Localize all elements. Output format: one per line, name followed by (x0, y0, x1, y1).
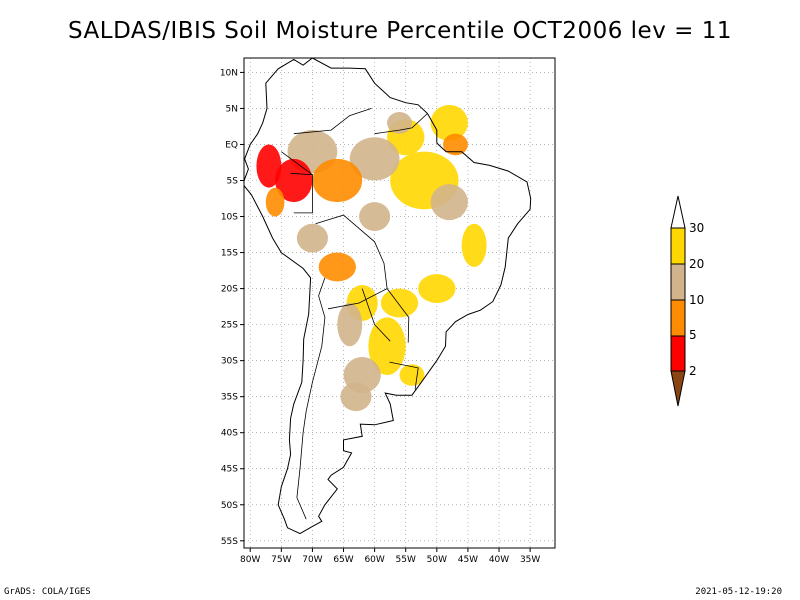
lat-tick-label: 30S (221, 357, 238, 367)
country-border (293, 108, 372, 135)
lon-tick-label: 45W (458, 555, 478, 565)
lon-tick-label: 70W (302, 555, 322, 565)
lat-tick-label: 20S (221, 285, 238, 295)
map-plot-area (244, 58, 555, 548)
colorbar: 2 5 10 20 30 (670, 195, 704, 407)
lon-tick-label: 60W (364, 555, 384, 565)
percentile-patch (265, 187, 285, 217)
colorbar-label: 30 (689, 221, 704, 235)
colorbar-segment (670, 263, 686, 301)
colorbar-label: 5 (689, 328, 697, 342)
percentile-patch (387, 112, 412, 134)
colorbar-bottom-triangle (670, 370, 686, 407)
lat-tick-label: 25S (221, 321, 238, 331)
lat-tick-label: 5S (227, 177, 239, 187)
percentile-patch (349, 137, 400, 181)
lat-tick-label: 50S (221, 501, 238, 511)
country-border (411, 113, 428, 129)
percentile-patch (380, 288, 419, 318)
colorbar-segment (670, 227, 686, 265)
lat-tick-label: 10S (221, 213, 238, 223)
country-border (315, 214, 388, 310)
percentile-patch (443, 133, 468, 156)
percentile-patch (256, 144, 282, 188)
country-border (296, 277, 326, 520)
lon-tick-label: 40W (489, 555, 509, 565)
grads-credit: GrADS: COLA/IGES (4, 587, 91, 597)
percentile-patch (430, 104, 468, 141)
country-border (281, 151, 313, 176)
map-title: SALDAS/IBIS Soil Moisture Percentile OCT… (68, 18, 732, 44)
lat-tick-label: 45S (221, 465, 238, 475)
percentile-patch (312, 158, 363, 203)
country-border (389, 361, 419, 390)
percentile-patch (275, 158, 313, 203)
lat-tick-label: 10N (220, 68, 238, 78)
colorbar-segment (670, 334, 686, 372)
lon-tick-label: 35W (520, 555, 540, 565)
lat-tick-label: 40S (221, 429, 238, 439)
colorbar-segment (670, 299, 686, 337)
south-america-coastline (244, 58, 532, 535)
percentile-patch (430, 184, 468, 221)
country-border (361, 288, 391, 342)
lat-tick-label: EQ (225, 140, 238, 150)
colorbar-label: 10 (689, 293, 704, 307)
lon-tick-label: 55W (396, 555, 416, 565)
percentile-patch (368, 317, 406, 376)
percentile-patch (461, 223, 487, 267)
lat-tick-label: 55S (221, 537, 238, 547)
colorbar-label: 20 (689, 257, 704, 271)
lat-tick-label: 15S (221, 249, 238, 259)
lon-tick-label: 75W (271, 555, 291, 565)
lat-tick-label: 5N (226, 104, 238, 114)
axis-ticks: 10N 5N EQ 5S 10S 15S 20S 25S 30S 35S 40S 45S 50S 55S8… (220, 68, 541, 565)
country-border (374, 127, 412, 135)
map-frame (243, 57, 556, 549)
lon-tick-label: 80W (240, 555, 260, 565)
country-border (386, 288, 410, 343)
colorbar-top-triangle (670, 195, 686, 229)
percentile-patch (418, 274, 456, 303)
lat-tick-label: 35S (221, 393, 238, 403)
percentile-patch (318, 252, 356, 282)
timestamp: 2021-05-12-19:20 (695, 587, 782, 597)
percentile-patch (337, 303, 363, 347)
percentile-patch (340, 382, 372, 412)
soil-moisture-field (256, 104, 487, 412)
lon-tick-label: 65W (333, 555, 353, 565)
colorbar-label: 2 (689, 364, 697, 378)
lon-tick-label: 50W (427, 555, 447, 565)
country-border (290, 172, 313, 214)
country-borders (281, 108, 428, 520)
percentile-patch (359, 202, 391, 231)
percentile-patch (296, 223, 328, 253)
